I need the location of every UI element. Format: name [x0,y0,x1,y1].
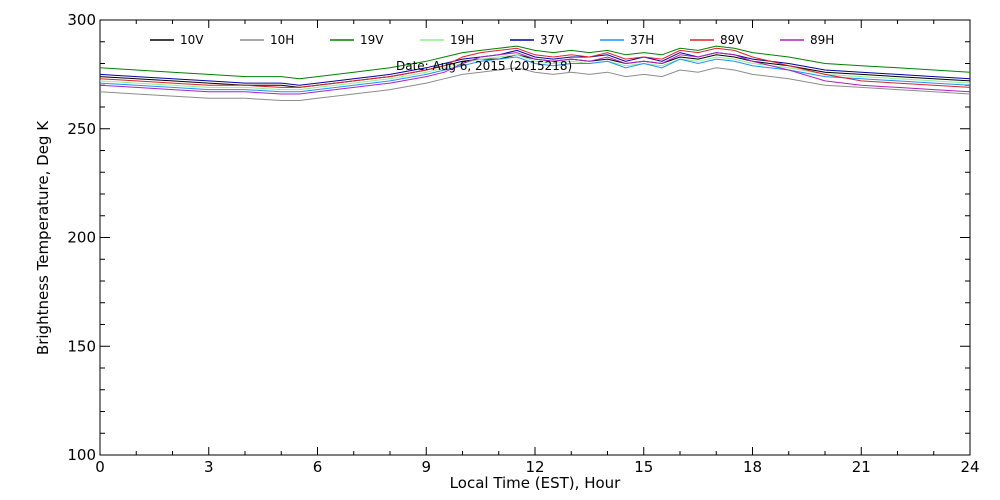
x-tick-label: 0 [95,458,105,476]
x-tick-label: 21 [852,458,871,476]
legend-label-19v: 19V [360,33,384,47]
y-tick-label: 300 [67,11,96,29]
y-tick-label: 150 [67,337,96,355]
x-tick-label: 18 [743,458,762,476]
legend-label-89h: 89H [810,33,834,47]
x-axis-title: Local Time (EST), Hour [450,474,621,492]
y-tick-label: 200 [67,229,96,247]
x-tick-label: 6 [313,458,323,476]
legend-label-89v: 89V [720,33,744,47]
series-line-19v [99,45,971,80]
series-line-19h [99,54,971,91]
series-line-89h [99,52,971,95]
x-tick-labels: 0 3 6 9 12 15 18 21 24 [95,458,979,476]
y-tick-label: 100 [67,446,96,464]
y-axis-title: Brightness Temperature, Deg K [34,120,52,355]
legend-label-10h: 10H [270,33,294,47]
legend-label-37h: 37H [630,33,654,47]
series-line-37v [99,49,971,86]
x-tick-label: 3 [204,458,214,476]
series-line-10h [99,67,971,101]
x-tick-label: 12 [525,458,544,476]
series-line-37h [99,56,971,93]
legend-label-10v: 10V [180,33,204,47]
axis-ticks [99,19,971,456]
series-line-89v [99,47,971,88]
legend: 10V 10H 19V 19H 37V 37H 89V 89H [150,33,834,47]
legend-label-19h: 19H [450,33,474,47]
x-tick-label: 24 [960,458,979,476]
y-tick-label: 250 [67,120,96,138]
x-tick-label: 15 [634,458,653,476]
y-tick-labels: 100 150 200 250 300 [67,11,96,464]
x-tick-label: 9 [421,458,431,476]
legend-label-37v: 37V [540,33,564,47]
series-lines [99,45,971,101]
date-annotation: Date: Aug 6, 2015 (2015218) [396,59,572,73]
